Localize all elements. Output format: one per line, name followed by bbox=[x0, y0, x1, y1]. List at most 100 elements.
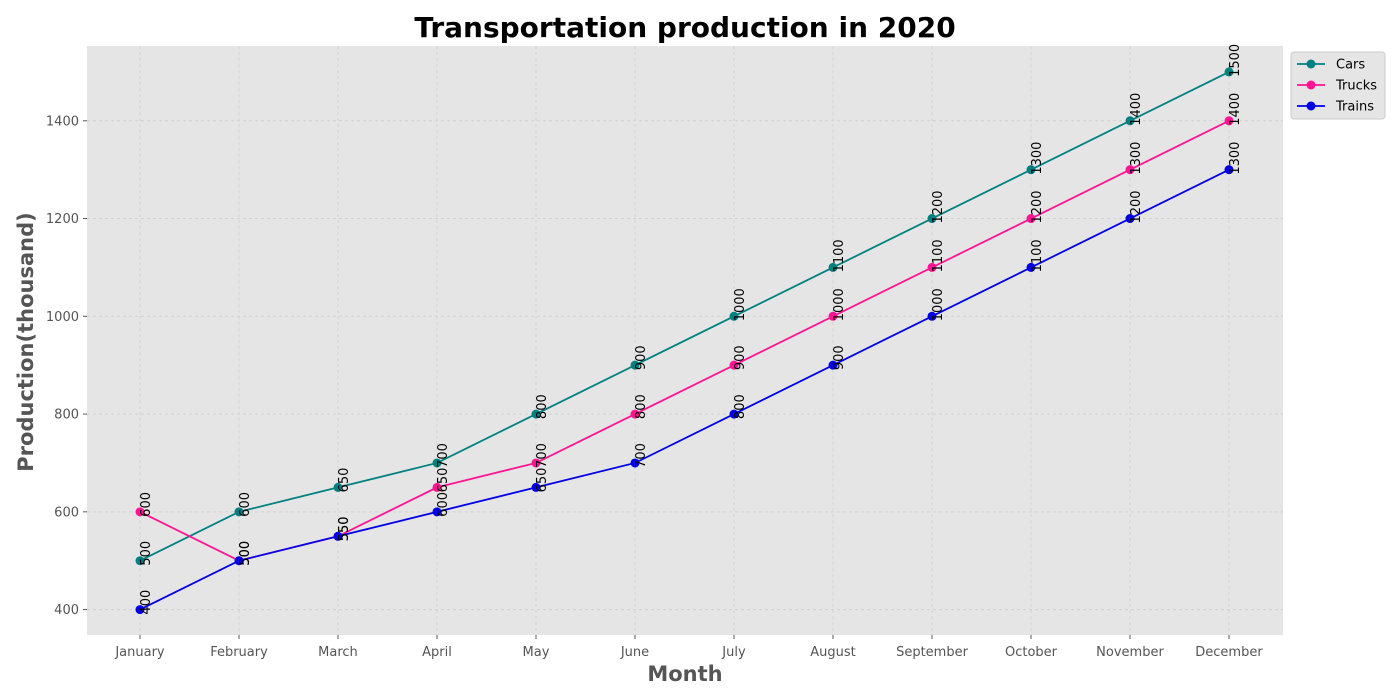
data-point-trains bbox=[432, 507, 442, 517]
x-tick-label: March bbox=[318, 645, 358, 660]
data-point-cars bbox=[828, 262, 838, 272]
data-label-trains: 1300 bbox=[1228, 142, 1243, 175]
y-axis-ticks: 400 600 800 1000 1200 1400 bbox=[46, 114, 87, 618]
x-tick-label: September bbox=[896, 645, 969, 660]
series-trains bbox=[135, 165, 1234, 615]
data-label-cars: 1200 bbox=[931, 190, 946, 223]
data-point-trucks bbox=[1026, 214, 1036, 224]
data-label-trains: 600 bbox=[436, 492, 451, 517]
legend: Cars Trucks Trains bbox=[1290, 51, 1386, 120]
data-label-trucks: 550 bbox=[337, 516, 352, 541]
legend-label-trucks: Trucks bbox=[1335, 79, 1377, 94]
data-label-cars: 650 bbox=[337, 468, 352, 493]
data-point-trucks bbox=[432, 482, 442, 492]
data-label-trains: 900 bbox=[832, 345, 847, 370]
x-axis-ticks: January February March April May June July Augu… bbox=[114, 635, 1263, 660]
data-point-cars bbox=[333, 482, 343, 492]
data-label-cars: 1400 bbox=[1129, 93, 1144, 126]
data-labels: 5006006507008009001000110012001300140015… bbox=[139, 44, 1243, 615]
chart-title: Transportation production in 2020 bbox=[414, 11, 955, 44]
data-label-trucks: 700 bbox=[535, 443, 550, 468]
data-point-trucks bbox=[1125, 165, 1135, 175]
data-label-trucks: 650 bbox=[436, 468, 451, 493]
data-point-trains bbox=[135, 605, 145, 615]
data-point-trains bbox=[1224, 165, 1234, 175]
data-point-trains bbox=[531, 482, 541, 492]
legend-box bbox=[1290, 51, 1386, 120]
data-point-trains bbox=[927, 311, 937, 321]
data-label-trucks: 1200 bbox=[1030, 190, 1045, 223]
data-point-cars bbox=[135, 556, 145, 566]
data-point-trains bbox=[333, 531, 343, 541]
data-point-cars bbox=[1125, 116, 1135, 126]
data-label-cars: 600 bbox=[238, 492, 253, 517]
x-tick-label: August bbox=[810, 645, 856, 660]
data-point-trains bbox=[729, 409, 739, 419]
data-point-trucks bbox=[729, 360, 739, 370]
data-label-cars: 1100 bbox=[832, 239, 847, 272]
data-label-cars: 1500 bbox=[1228, 44, 1243, 77]
data-point-cars bbox=[630, 360, 640, 370]
data-point-trucks bbox=[630, 409, 640, 419]
data-label-cars: 900 bbox=[634, 345, 649, 370]
x-axis-label: Month bbox=[647, 662, 722, 686]
data-point-trains bbox=[828, 360, 838, 370]
data-point-trucks bbox=[1224, 116, 1234, 126]
y-axis-label: Production(thousand) bbox=[14, 212, 38, 471]
series-layer bbox=[135, 67, 1234, 615]
data-point-trains bbox=[1125, 214, 1135, 224]
legend-label-trains: Trains bbox=[1335, 100, 1374, 115]
x-tick-label: July bbox=[721, 645, 746, 660]
data-point-trucks bbox=[927, 262, 937, 272]
data-label-trucks: 900 bbox=[733, 345, 748, 370]
data-point-trains bbox=[1026, 262, 1036, 272]
series-cars bbox=[135, 67, 1234, 566]
data-label-trains: 400 bbox=[139, 590, 154, 615]
data-label-cars: 700 bbox=[436, 443, 451, 468]
series-line-cars bbox=[139, 71, 1230, 562]
y-tick-label: 1400 bbox=[46, 114, 79, 129]
data-label-trucks: 800 bbox=[634, 394, 649, 419]
data-label-trucks: 1400 bbox=[1228, 93, 1243, 126]
data-label-trucks: 1300 bbox=[1129, 142, 1144, 175]
data-label-cars: 500 bbox=[139, 541, 154, 566]
data-label-trains: 1000 bbox=[931, 288, 946, 321]
y-tick-label: 800 bbox=[54, 408, 79, 423]
y-tick-label: 1200 bbox=[46, 212, 79, 227]
data-label-trucks: 600 bbox=[139, 492, 154, 517]
data-point-trains bbox=[630, 458, 640, 468]
data-point-trains bbox=[234, 556, 244, 566]
x-tick-label: January bbox=[114, 645, 165, 660]
y-tick-label: 600 bbox=[54, 505, 79, 520]
x-tick-label: February bbox=[210, 645, 268, 660]
data-label-trains: 500 bbox=[238, 541, 253, 566]
data-point-trucks bbox=[828, 311, 838, 321]
data-label-trains: 1100 bbox=[1030, 239, 1045, 272]
data-label-trains: 550 bbox=[337, 516, 352, 541]
data-point-cars bbox=[927, 214, 937, 224]
x-tick-label: October bbox=[1005, 645, 1058, 660]
legend-marker-trucks bbox=[1306, 80, 1316, 90]
data-label-trains: 800 bbox=[733, 394, 748, 419]
x-tick-label: December bbox=[1195, 645, 1263, 660]
x-tick-label: November bbox=[1096, 645, 1164, 660]
legend-marker-trains bbox=[1306, 101, 1316, 111]
data-point-cars bbox=[1026, 165, 1036, 175]
y-tick-label: 1000 bbox=[46, 310, 79, 325]
x-tick-label: May bbox=[523, 645, 550, 660]
data-point-cars bbox=[729, 311, 739, 321]
x-tick-label: June bbox=[620, 645, 649, 660]
grid-lines bbox=[87, 46, 1283, 635]
data-label-trains: 700 bbox=[634, 443, 649, 468]
legend-marker-cars bbox=[1306, 59, 1316, 69]
y-tick-label: 400 bbox=[54, 603, 79, 618]
data-label-cars: 1000 bbox=[733, 288, 748, 321]
data-point-trucks bbox=[531, 458, 541, 468]
data-label-trucks: 1100 bbox=[931, 239, 946, 272]
data-label-trucks: 1000 bbox=[832, 288, 847, 321]
legend-label-cars: Cars bbox=[1336, 58, 1365, 73]
data-label-trucks: 500 bbox=[238, 541, 253, 566]
series-line-trains bbox=[139, 168, 1230, 611]
data-label-trains: 1200 bbox=[1129, 190, 1144, 223]
data-label-cars: 1300 bbox=[1030, 142, 1045, 175]
